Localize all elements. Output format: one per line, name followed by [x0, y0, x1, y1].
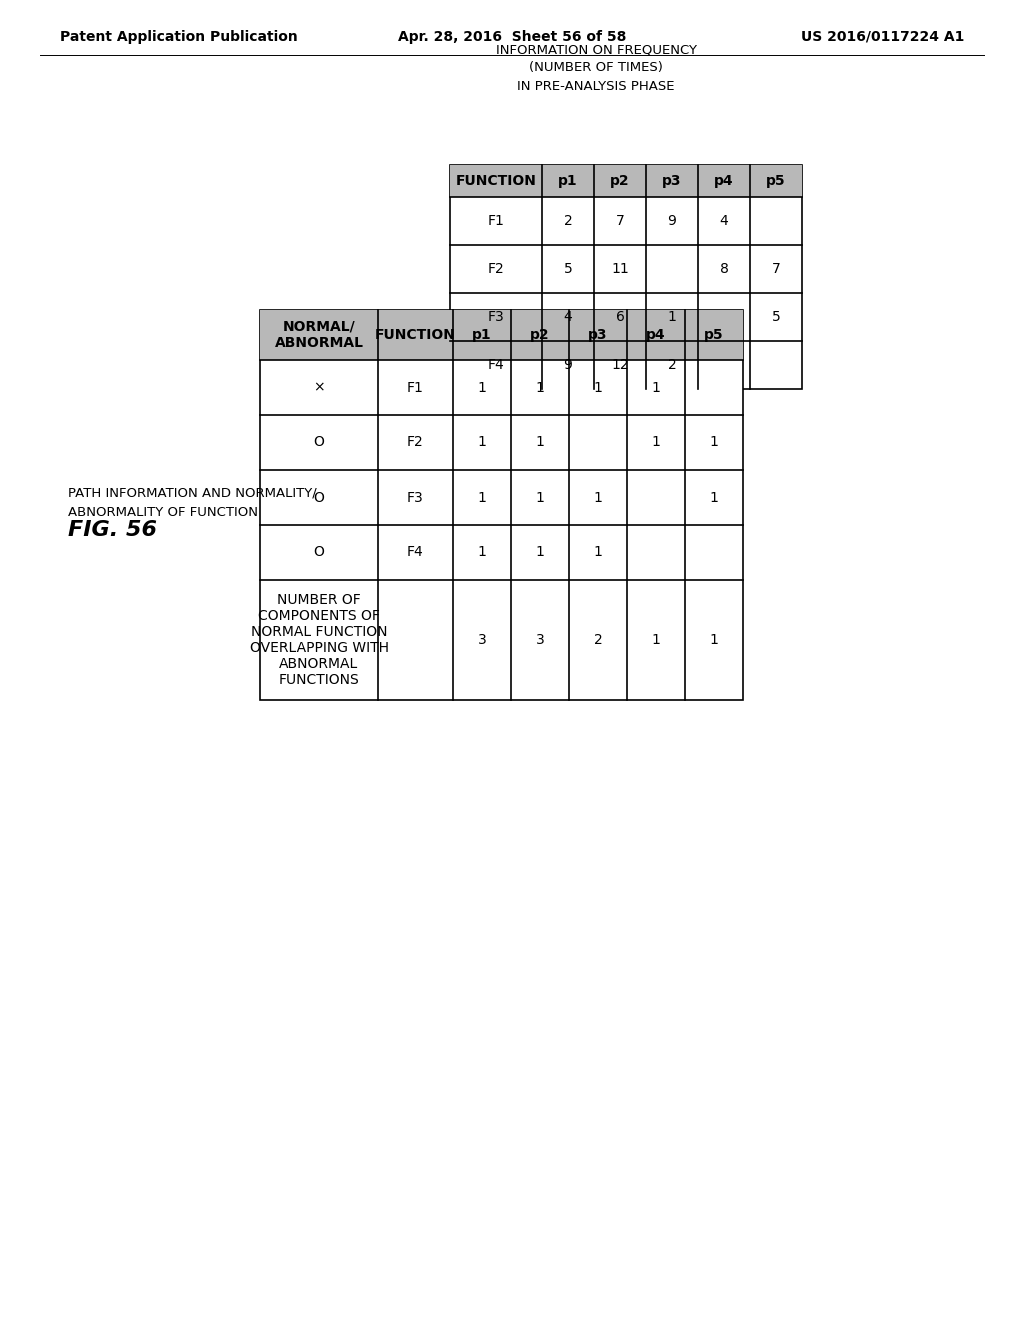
Text: 11: 11	[611, 261, 629, 276]
Text: O: O	[313, 545, 325, 560]
Text: F3: F3	[408, 491, 424, 504]
Text: F3: F3	[487, 310, 505, 323]
Text: 5: 5	[563, 261, 572, 276]
Text: 2: 2	[668, 358, 677, 372]
Text: 1: 1	[536, 491, 545, 504]
Text: O: O	[313, 436, 325, 450]
Text: 1: 1	[477, 380, 486, 395]
Text: 7: 7	[615, 214, 625, 228]
Text: F4: F4	[408, 545, 424, 560]
Text: PATH INFORMATION AND NORMALITY/: PATH INFORMATION AND NORMALITY/	[68, 487, 316, 499]
Bar	[450, 165, 802, 389]
Text: 3: 3	[536, 634, 545, 647]
Text: US 2016/0117224 A1: US 2016/0117224 A1	[801, 30, 964, 44]
Text: p4: p4	[714, 174, 734, 187]
Text: 1: 1	[536, 545, 545, 560]
Bar	[260, 310, 743, 360]
Text: FIG. 56: FIG. 56	[68, 520, 157, 540]
Text: 4: 4	[720, 214, 728, 228]
Text: p5: p5	[766, 174, 785, 187]
Text: p1: p1	[472, 327, 492, 342]
Text: 8: 8	[720, 261, 728, 276]
Text: 1: 1	[651, 634, 660, 647]
Text: 2: 2	[594, 634, 602, 647]
Text: O: O	[313, 491, 325, 504]
Text: 6: 6	[615, 310, 625, 323]
Text: 12: 12	[611, 358, 629, 372]
Text: 2: 2	[563, 214, 572, 228]
Bar	[450, 165, 802, 197]
Text: 9: 9	[668, 214, 677, 228]
Text: NUMBER OF
COMPONENTS OF
NORMAL FUNCTION
OVERLAPPING WITH
ABNORMAL
FUNCTIONS: NUMBER OF COMPONENTS OF NORMAL FUNCTION …	[250, 593, 388, 688]
Text: Apr. 28, 2016  Sheet 56 of 58: Apr. 28, 2016 Sheet 56 of 58	[397, 30, 627, 44]
Text: 1: 1	[477, 436, 486, 450]
Text: 1: 1	[594, 545, 602, 560]
Text: ×: ×	[313, 380, 325, 395]
Text: FUNCTION: FUNCTION	[375, 327, 456, 342]
Text: 5: 5	[772, 310, 780, 323]
Text: 1: 1	[536, 380, 545, 395]
Bar	[260, 310, 743, 700]
Text: 1: 1	[710, 634, 719, 647]
Text: 1: 1	[668, 310, 677, 323]
Text: (NUMBER OF TIMES): (NUMBER OF TIMES)	[529, 62, 663, 74]
Text: F4: F4	[487, 358, 505, 372]
Text: 1: 1	[477, 545, 486, 560]
Text: ABNORMALITY OF FUNCTION: ABNORMALITY OF FUNCTION	[68, 507, 258, 520]
Text: Patent Application Publication: Patent Application Publication	[60, 30, 298, 44]
Text: p4: p4	[646, 327, 666, 342]
Text: F1: F1	[408, 380, 424, 395]
Text: IN PRE-ANALYSIS PHASE: IN PRE-ANALYSIS PHASE	[517, 79, 675, 92]
Text: p5: p5	[705, 327, 724, 342]
Text: 1: 1	[477, 491, 486, 504]
Text: FUNCTION: FUNCTION	[456, 174, 537, 187]
Text: 4: 4	[563, 310, 572, 323]
Text: 1: 1	[651, 380, 660, 395]
Text: 1: 1	[710, 436, 719, 450]
Text: F2: F2	[408, 436, 424, 450]
Text: 3: 3	[477, 634, 486, 647]
Text: NORMAL/
ABNORMAL: NORMAL/ ABNORMAL	[274, 319, 364, 350]
Text: p2: p2	[530, 327, 550, 342]
Text: p1: p1	[558, 174, 578, 187]
Text: 7: 7	[772, 261, 780, 276]
Text: 9: 9	[563, 358, 572, 372]
Text: F2: F2	[487, 261, 505, 276]
Text: 1: 1	[651, 436, 660, 450]
Text: F1: F1	[487, 214, 505, 228]
Text: p2: p2	[610, 174, 630, 187]
Text: 1: 1	[594, 380, 602, 395]
Text: 1: 1	[710, 491, 719, 504]
Text: p3: p3	[663, 174, 682, 187]
Text: 1: 1	[536, 436, 545, 450]
Text: 1: 1	[594, 491, 602, 504]
Text: p3: p3	[588, 327, 608, 342]
Text: INFORMATION ON FREQUENCY: INFORMATION ON FREQUENCY	[496, 44, 696, 57]
